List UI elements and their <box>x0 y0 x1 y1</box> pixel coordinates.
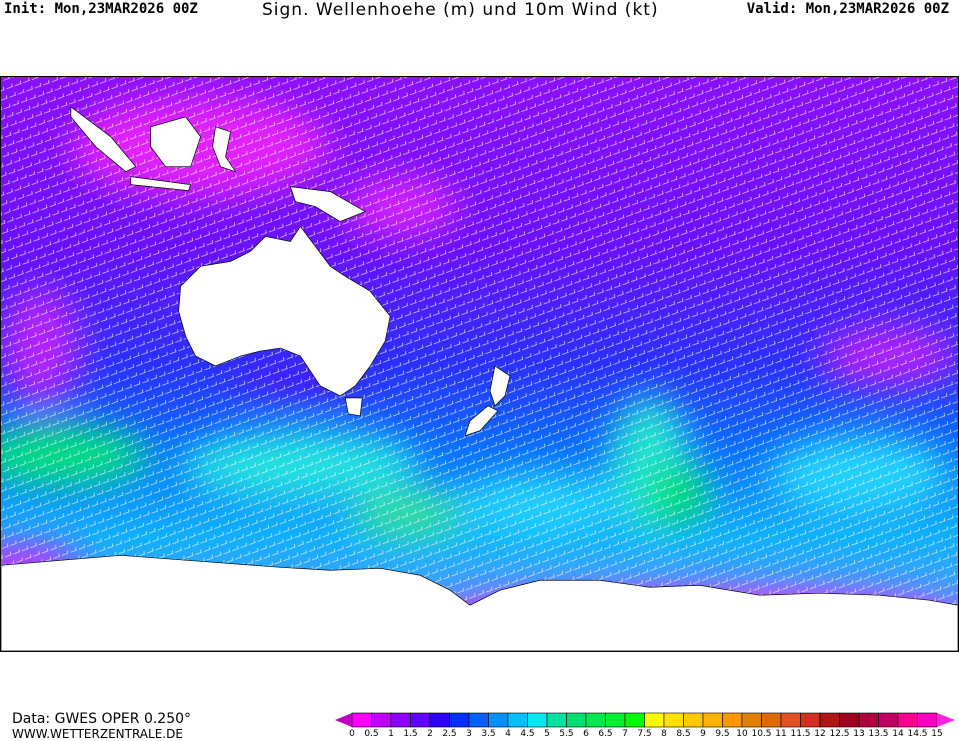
colorbar-cell <box>566 712 587 728</box>
java <box>130 176 192 191</box>
colorbar-cell <box>878 712 899 728</box>
colorbar-label: 11 <box>775 729 787 739</box>
colorbar-label: 15 <box>931 729 943 739</box>
colorbar-cell <box>917 712 938 728</box>
colorbar-cell <box>897 712 918 728</box>
colorbar-label: 12 <box>814 729 826 739</box>
colorbar-label: 13.5 <box>868 729 889 739</box>
colorbar-cell <box>429 712 450 728</box>
colorbar-label: 6.5 <box>598 729 613 739</box>
colorbar-label: 2 <box>427 729 433 739</box>
colorbar-cell <box>488 712 509 728</box>
colorbar-cell <box>507 712 528 728</box>
colorbar-label: 8 <box>661 729 667 739</box>
colorbar-cell <box>839 712 860 728</box>
colorbar-label: 2.5 <box>442 729 457 739</box>
colorbar-cell <box>663 712 684 728</box>
colorbar-cell <box>644 712 665 728</box>
colorbar-over-arrow <box>937 713 955 727</box>
sumatra <box>70 106 137 173</box>
colorbar-label: 0 <box>349 729 355 739</box>
colorbar-label: 3.5 <box>481 729 496 739</box>
colorbar-label: 7.5 <box>637 729 652 739</box>
colorbar-label: 4.5 <box>520 729 535 739</box>
colorbar-cell <box>780 712 801 728</box>
colorbar-cell <box>819 712 840 728</box>
new-zealand-south <box>464 405 499 437</box>
colorbar-cell <box>371 712 392 728</box>
colorbar-under-arrow <box>335 713 352 727</box>
colorbar-cell <box>527 712 548 728</box>
antarctica <box>1 554 958 651</box>
colorbar-cell <box>722 712 743 728</box>
colorbar-cell <box>410 712 431 728</box>
australia <box>178 225 391 397</box>
colorbar-label: 14.5 <box>907 729 928 739</box>
colorbar-cell <box>351 712 372 728</box>
wave-height-map <box>0 76 959 652</box>
colorbar-label: 9.5 <box>715 729 730 739</box>
init-time: Init: Mon,23MAR2026 00Z <box>4 1 198 17</box>
colorbar-cell <box>390 712 411 728</box>
colorbar-label: 0.5 <box>364 729 379 739</box>
colorbar-cell <box>605 712 626 728</box>
colorbar-label: 13 <box>853 729 865 739</box>
land <box>1 106 958 651</box>
colorbar-label: 1 <box>388 729 394 739</box>
colorbar-cell <box>468 712 489 728</box>
colorbar-label: 5.5 <box>559 729 574 739</box>
colorbar-label: 10.5 <box>751 729 772 739</box>
colorbar-label: 7 <box>622 729 628 739</box>
colorbar-cell <box>800 712 821 728</box>
chart-title: Sign. Wellenhoehe (m) und 10m Wind (kt) <box>262 0 659 20</box>
colorbar-label: 10 <box>736 729 748 739</box>
colorbar-label: 9 <box>700 729 706 739</box>
new-guinea <box>289 186 367 222</box>
colorbar-label: 6 <box>583 729 589 739</box>
valid-time: Valid: Mon,23MAR2026 00Z <box>746 1 949 17</box>
colorbar-label: 11.5 <box>790 729 811 739</box>
tasmania <box>344 397 363 417</box>
colorbar-cell <box>585 712 606 728</box>
colorbar-cell <box>449 712 470 728</box>
colorbar-label: 3 <box>466 729 472 739</box>
colorbar-cell <box>683 712 704 728</box>
colorbar-cell <box>546 712 567 728</box>
website: WWW.WETTERZENTRALE.DE <box>12 727 183 741</box>
colorbar-cell <box>741 712 762 728</box>
colorbar-label: 1.5 <box>403 729 418 739</box>
wind-barbs <box>1 77 958 651</box>
colorbar-label: 4 <box>505 729 511 739</box>
colorbar-label: 12.5 <box>829 729 850 739</box>
sulawesi <box>212 126 237 173</box>
colorbar-label: 5 <box>544 729 550 739</box>
colorbar <box>335 712 955 728</box>
data-source: Data: GWES OPER 0.250° <box>12 711 192 727</box>
colorbar-label: 8.5 <box>676 729 691 739</box>
colorbar-cell <box>858 712 879 728</box>
colorbar-cell <box>761 712 782 728</box>
colorbar-cell <box>702 712 723 728</box>
new-zealand-north <box>489 365 511 407</box>
borneo <box>150 116 201 168</box>
colorbar-label: 14 <box>892 729 904 739</box>
colorbar-cell <box>624 712 645 728</box>
